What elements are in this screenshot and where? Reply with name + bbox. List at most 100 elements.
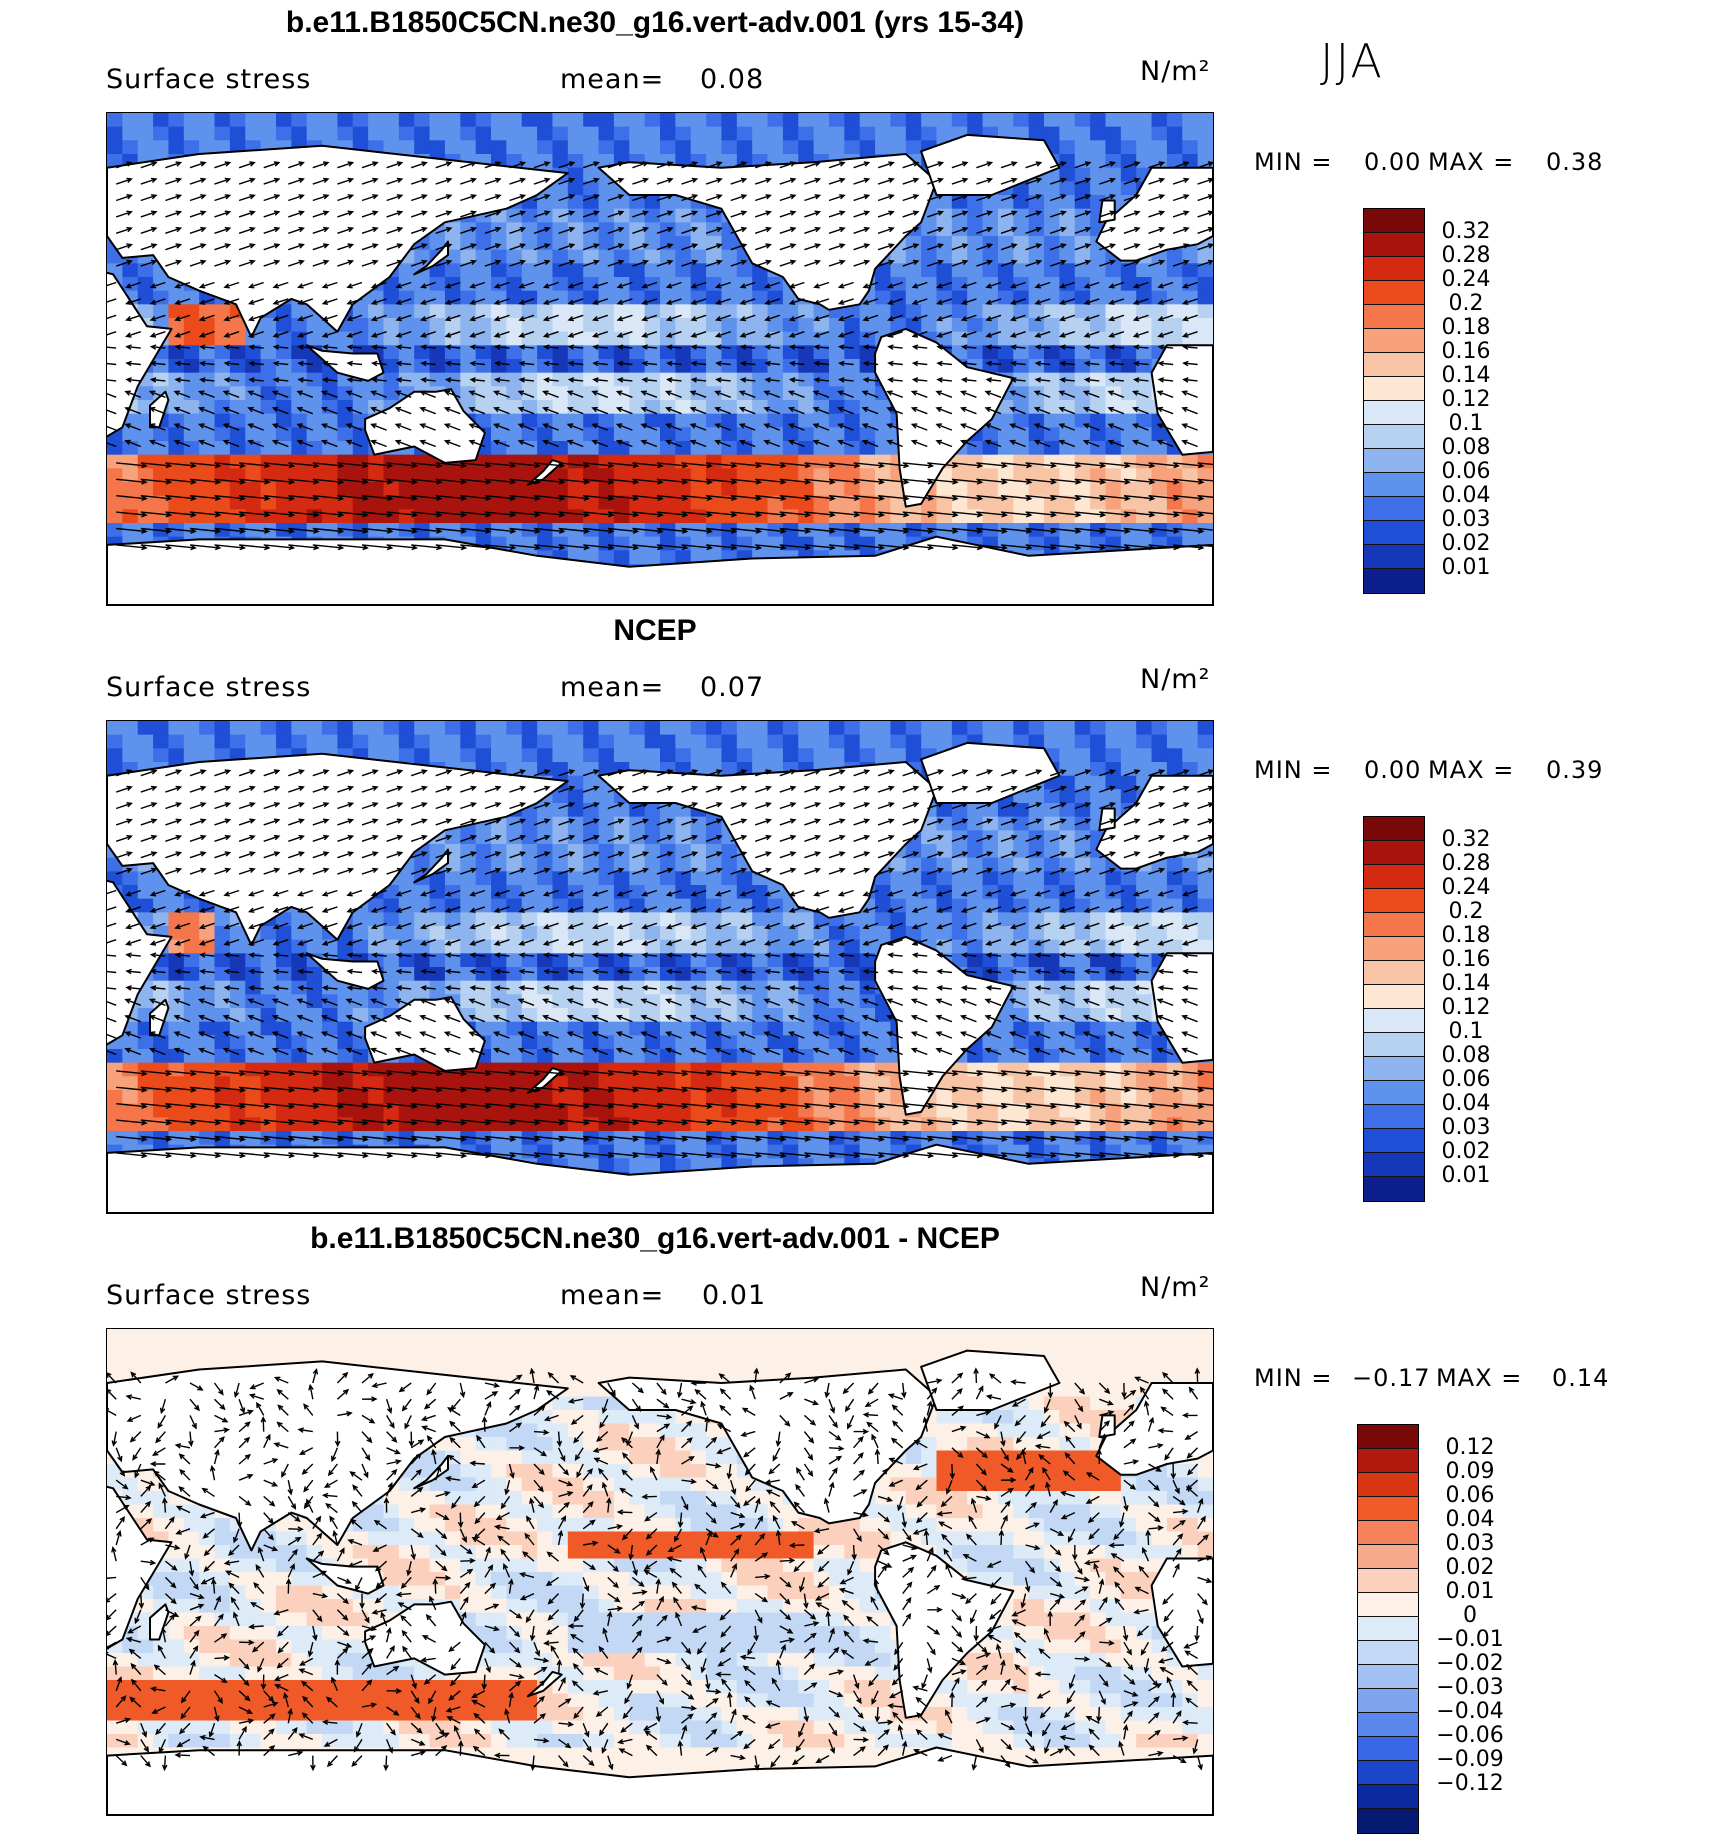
colorbar-cell	[1358, 1809, 1418, 1833]
panel-1-colorbar-ticks: 0.32 0.28 0.24 0.2 0.18 0.16 0.14 0.12 0.1 0.08 0.…	[1426, 220, 1506, 580]
colorbar-tick-label: 0.12	[1441, 995, 1491, 1020]
colorbar-tick-label: −0.09	[1436, 1747, 1504, 1772]
colorbar-cell	[1364, 377, 1424, 401]
colorbar-tick-label: 0.24	[1441, 875, 1491, 900]
colorbar-cell	[1364, 985, 1424, 1009]
colorbar-tick-label: 0.08	[1441, 1043, 1491, 1068]
colorbar-tick-label: 0.28	[1441, 243, 1491, 268]
colorbar-tick-label: 0.06	[1445, 1483, 1495, 1508]
coastline	[413, 848, 449, 884]
panel-2-max-label: MAX =	[1428, 756, 1515, 784]
colorbar-cell	[1364, 209, 1424, 233]
colorbar-cell	[1364, 257, 1424, 281]
colorbar-tick-label: −0.06	[1436, 1723, 1504, 1748]
colorbar-cell	[1358, 1761, 1418, 1785]
colorbar-cell	[1358, 1689, 1418, 1713]
colorbar-cell	[1358, 1497, 1418, 1521]
panel-3-min-label: MIN =	[1254, 1364, 1333, 1392]
colorbar-cell	[1358, 1569, 1418, 1593]
coastline	[413, 240, 449, 276]
colorbar-tick-label: 0.2	[1448, 899, 1484, 924]
colorbar-cell	[1364, 425, 1424, 449]
coastline	[874, 327, 1015, 508]
stress-map-svg	[107, 721, 1213, 1213]
coastline	[1098, 199, 1116, 224]
panel-2-mean-value: 0.07	[700, 672, 765, 703]
colorbar-tick-label: 0.18	[1441, 923, 1491, 948]
colorbar-tick-label: 0.06	[1441, 1067, 1491, 1092]
panel-1-colorbar	[1363, 208, 1425, 594]
panel-3-title: b.e11.B1850C5CN.ne30_g16.vert-adv.001 - …	[310, 1222, 1000, 1255]
colorbar-cell	[1358, 1737, 1418, 1761]
colorbar-tick-label: 0.28	[1441, 851, 1491, 876]
stress-vectors	[107, 161, 1213, 551]
colorbar-tick-label: 0.12	[1445, 1435, 1495, 1460]
coastline	[107, 879, 173, 1046]
colorbar-cell	[1358, 1425, 1418, 1449]
colorbar-tick-label: 0.06	[1441, 459, 1491, 484]
colorbar-tick-label: 0.02	[1441, 531, 1491, 556]
colorbar-cell	[1364, 1033, 1424, 1057]
panel-3-colorbar	[1357, 1424, 1419, 1834]
coastline	[107, 535, 1213, 605]
coastline	[1095, 1382, 1213, 1476]
stress-vectors	[107, 769, 1213, 1159]
colorbar-tick-label: 0.2	[1448, 291, 1484, 316]
colorbar-tick-label: 0.18	[1441, 315, 1491, 340]
colorbar-tick-label: 0.32	[1441, 219, 1491, 244]
colorbar-tick-label: 0	[1463, 1603, 1477, 1628]
colorbar-cell	[1358, 1521, 1418, 1545]
coastline	[597, 1368, 938, 1525]
colorbar-cell	[1358, 1545, 1418, 1569]
panel-1-variable: Surface stress	[106, 64, 312, 95]
colorbar-cell	[1364, 1009, 1424, 1033]
panel-2-title: NCEP	[613, 614, 697, 647]
colorbar-cell	[1364, 1057, 1424, 1081]
panel-1-units: N/m²	[1140, 56, 1211, 87]
coastline	[107, 1746, 1213, 1815]
panel-1-max-value: 0.38	[1546, 148, 1604, 176]
coastline	[874, 935, 1015, 1116]
panel-1-mean-label: mean=	[560, 64, 665, 95]
colorbar-tick-label: 0.01	[1445, 1579, 1495, 1604]
colorbar-tick-label: −0.02	[1436, 1651, 1504, 1676]
coastline	[305, 1557, 385, 1595]
colorbar-cell	[1364, 569, 1424, 593]
colorbar-tick-label: 0.1	[1448, 411, 1484, 436]
colorbar-cell	[1358, 1473, 1418, 1497]
panel-3-max-value: 0.14	[1552, 1364, 1610, 1392]
colorbar-cell	[1364, 353, 1424, 377]
colorbar-cell	[1364, 497, 1424, 521]
panel-3-variable: Surface stress	[106, 1280, 312, 1311]
colorbar-cell	[1358, 1617, 1418, 1641]
coastline	[107, 1143, 1213, 1213]
colorbar-tick-label: 0.12	[1441, 387, 1491, 412]
colorbar-tick-label: 0.14	[1441, 363, 1491, 388]
season-label: JJA	[1320, 34, 1384, 88]
panel-2-colorbar	[1363, 816, 1425, 1202]
colorbar-cell	[1364, 817, 1424, 841]
colorbar-cell	[1364, 1153, 1424, 1177]
colorbar-cell	[1364, 233, 1424, 257]
colorbar-tick-label: 0.04	[1441, 483, 1491, 508]
panel-3-mean-label: mean=	[560, 1280, 665, 1311]
colorbar-tick-label: −0.01	[1436, 1627, 1504, 1652]
colorbar-tick-label: 0.04	[1441, 1091, 1491, 1116]
panel-3-mean-value: 0.01	[702, 1280, 767, 1311]
colorbar-tick-label: 0.01	[1441, 555, 1491, 580]
colorbar-cell	[1358, 1593, 1418, 1617]
colorbar-cell	[1364, 473, 1424, 497]
panel-3-map	[106, 1328, 1214, 1816]
colorbar-cell	[1358, 1665, 1418, 1689]
colorbar-tick-label: 0.02	[1445, 1555, 1495, 1580]
coastline	[1098, 1414, 1116, 1438]
panel-1-min-value: 0.00	[1364, 148, 1422, 176]
colorbar-cell	[1364, 305, 1424, 329]
colorbar-cell	[1364, 841, 1424, 865]
colorbar-cell	[1364, 545, 1424, 569]
stress-map-svg	[107, 113, 1213, 605]
panel-1-mean-value: 0.08	[700, 64, 765, 95]
colorbar-cell	[1364, 865, 1424, 889]
colorbar-tick-label: 0.32	[1441, 827, 1491, 852]
colorbar-tick-label: −0.03	[1436, 1675, 1504, 1700]
